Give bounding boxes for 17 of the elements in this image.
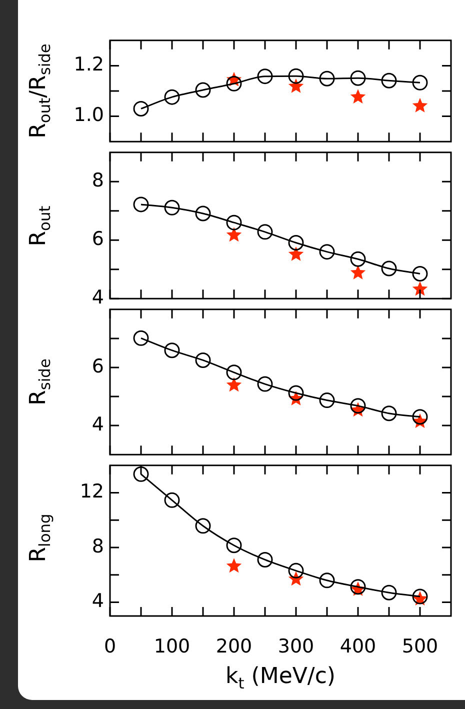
x-tick-label: 100: [154, 635, 190, 658]
y-tick-label: 6: [92, 355, 104, 378]
x-tick-label: 300: [278, 635, 314, 658]
x-tick-label: 500: [402, 635, 438, 658]
y-tick-label: 1.0: [74, 104, 104, 126]
x-tick-label: 0: [104, 635, 116, 658]
x-tick-label: 400: [340, 635, 376, 658]
x-tick-label: 200: [216, 635, 252, 658]
y-tick-label: 4: [92, 286, 104, 309]
y-tick-label: 12: [80, 480, 104, 503]
x-axis-title: k$_{t}$ (MeV/c): [225, 664, 336, 692]
y-tick-label: 4: [92, 413, 104, 436]
y-tick-label: 1.2: [74, 54, 104, 76]
y-tick-label: 8: [92, 170, 104, 192]
y-tick-label: 4: [92, 590, 104, 612]
y-tick-label: 6: [92, 228, 104, 250]
y-tick-label: 8: [92, 535, 104, 558]
